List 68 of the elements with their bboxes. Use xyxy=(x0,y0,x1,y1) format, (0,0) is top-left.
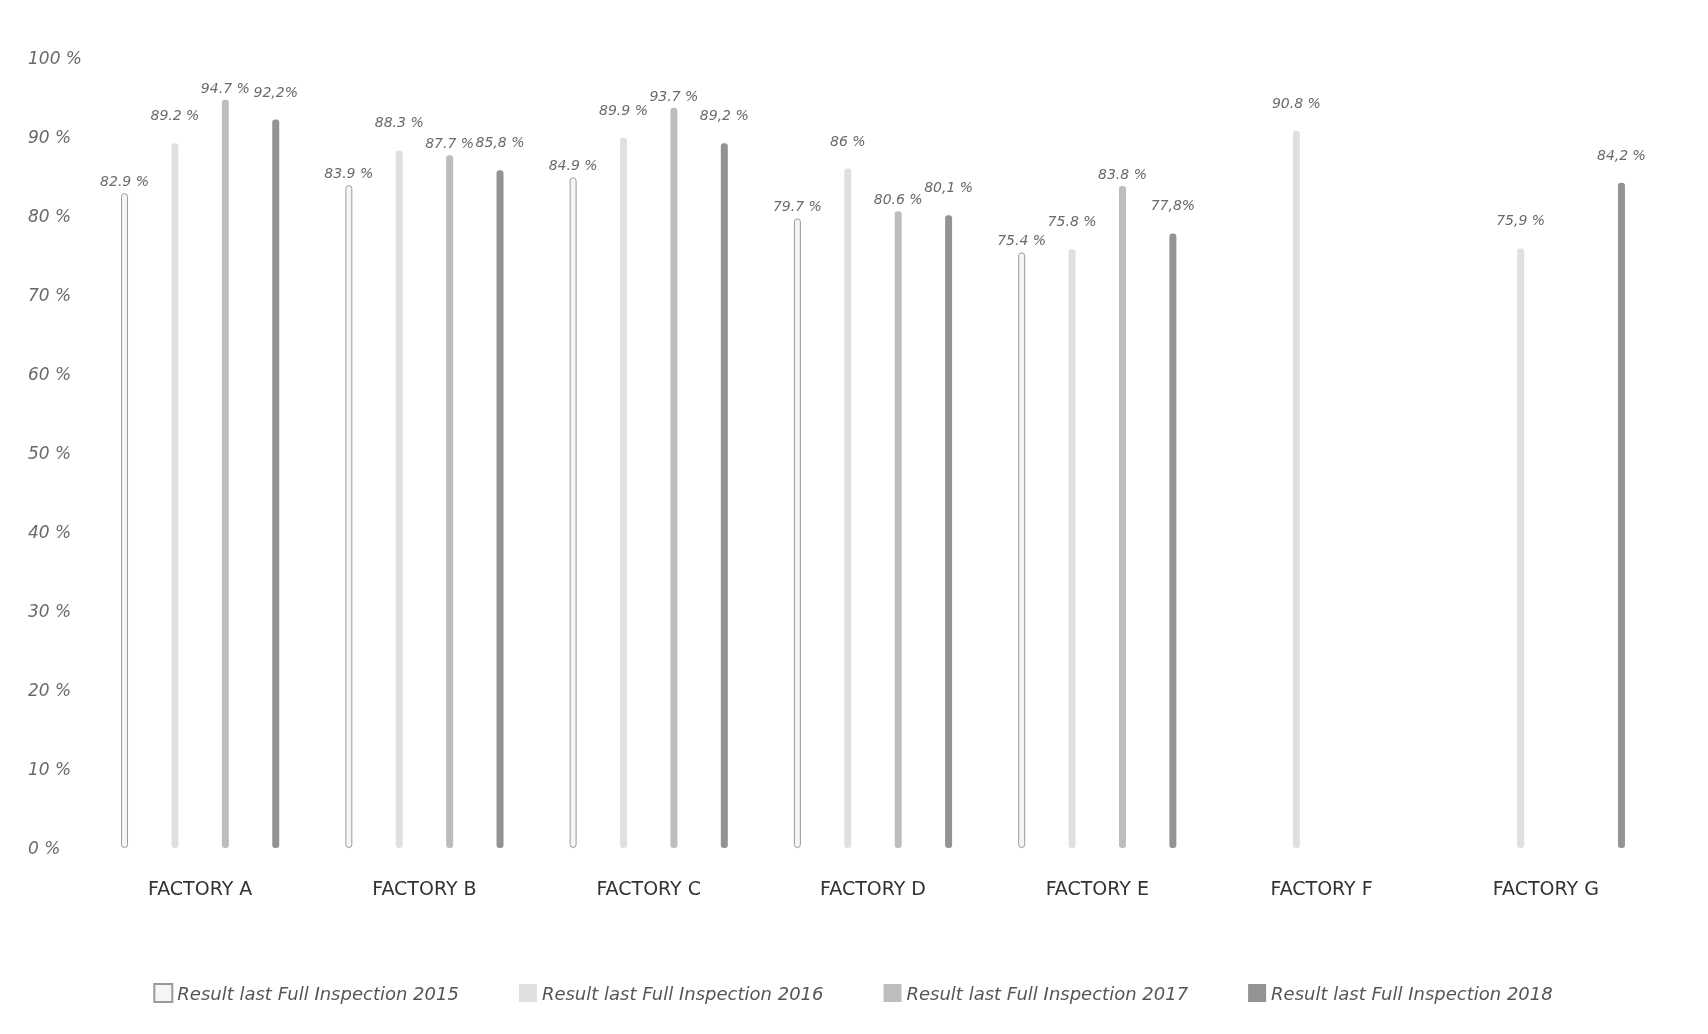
data-label: 84,2 % xyxy=(1596,146,1646,163)
bar xyxy=(446,155,454,848)
bar xyxy=(670,107,678,848)
data-label: 86 % xyxy=(830,132,866,149)
data-label: 89.2 % xyxy=(150,107,200,124)
data-label: 80,1 % xyxy=(924,179,974,196)
data-label: 75.8 % xyxy=(1047,213,1097,230)
bar xyxy=(1018,252,1026,848)
x-tick-label: FACTORY C xyxy=(596,876,701,899)
data-label: 83.9 % xyxy=(324,165,374,182)
data-label: 75,9 % xyxy=(1496,212,1546,229)
bar xyxy=(1118,185,1126,848)
y-tick-label: 90 % xyxy=(28,127,72,147)
bar xyxy=(1292,130,1300,848)
data-label: 80.6 % xyxy=(873,191,923,208)
x-tick-label: FACTORY B xyxy=(372,876,477,899)
bar xyxy=(171,143,179,848)
bar xyxy=(496,170,504,848)
data-label: 94.7 % xyxy=(200,79,250,96)
data-label: 82.9 % xyxy=(100,173,150,190)
y-tick-label: 0 % xyxy=(28,838,61,858)
legend-label: Result last Full Inspection 2015 xyxy=(177,982,459,1004)
data-label: 85,8 % xyxy=(475,134,525,151)
legend-label: Result last Full Inspection 2017 xyxy=(906,982,1189,1004)
x-tick-label: FACTORY D xyxy=(820,876,926,899)
data-label: 93.7 % xyxy=(649,87,699,104)
bar xyxy=(221,99,229,848)
data-label: 92,2% xyxy=(253,83,298,100)
data-label: 79.7 % xyxy=(772,198,822,215)
bar xyxy=(793,218,801,848)
bar xyxy=(844,168,852,848)
data-label: 89,2 % xyxy=(699,107,749,124)
data-label: 84.9 % xyxy=(548,157,598,174)
bar xyxy=(121,193,129,848)
legend-label: Result last Full Inspection 2016 xyxy=(541,982,824,1004)
y-tick-label: 100 % xyxy=(28,48,83,68)
data-label: 83.8 % xyxy=(1098,165,1147,182)
y-tick-label: 20 % xyxy=(28,680,72,700)
data-label: 90.8 % xyxy=(1271,94,1321,111)
bar xyxy=(1169,233,1177,848)
data-label: 88.3 % xyxy=(374,114,424,131)
legend-label: Result last Full Inspection 2018 xyxy=(1271,982,1553,1004)
bar xyxy=(272,119,280,848)
x-tick-label: FACTORY F xyxy=(1270,876,1373,899)
bar xyxy=(569,177,577,848)
y-tick-label: 70 % xyxy=(28,285,72,305)
bar xyxy=(720,143,728,848)
y-tick-label: 40 % xyxy=(28,522,72,542)
bar xyxy=(1068,249,1076,848)
x-tick-label: FACTORY G xyxy=(1492,876,1599,899)
y-tick-label: 80 % xyxy=(28,206,72,226)
data-label: 89.9 % xyxy=(599,101,648,118)
y-tick-label: 50 % xyxy=(28,443,72,463)
y-tick-label: 10 % xyxy=(28,759,72,779)
bar xyxy=(945,215,953,848)
x-tick-label: FACTORY A xyxy=(147,876,253,899)
bar xyxy=(1617,182,1625,848)
data-label: 87.7 % xyxy=(425,135,475,152)
bar xyxy=(894,211,902,848)
bar xyxy=(395,150,403,848)
bar xyxy=(1517,248,1525,848)
x-tick-label: FACTORY E xyxy=(1045,876,1149,899)
bar xyxy=(345,185,353,848)
data-label: 77,8% xyxy=(1150,197,1196,214)
bar xyxy=(620,137,628,848)
data-label: 75.4 % xyxy=(997,232,1047,249)
y-tick-label: 60 % xyxy=(28,364,72,384)
y-tick-label: 30 % xyxy=(28,601,72,621)
